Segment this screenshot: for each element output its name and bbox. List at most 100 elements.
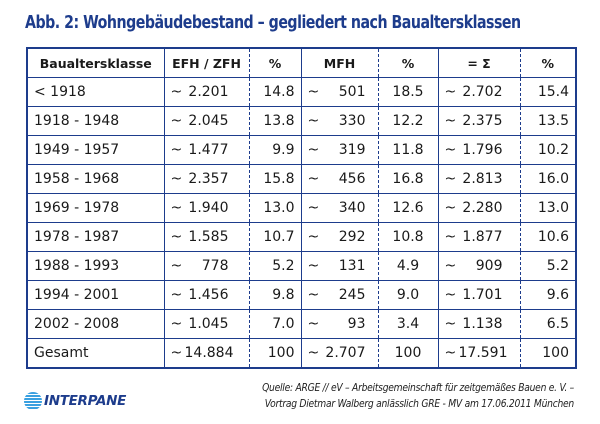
cell-sum-value: 909: [475, 258, 503, 274]
cell-efh-value: 1.585: [188, 229, 229, 245]
approx-symbol: ~: [170, 171, 183, 187]
cell-efh-percent: 9.8: [248, 280, 301, 310]
approx-symbol: ~: [444, 142, 457, 158]
approx-symbol: ~: [170, 200, 183, 216]
cell-baualtersklasse: < 1918: [27, 77, 164, 107]
cell-baualtersklasse: 1949 - 1957: [27, 135, 164, 165]
cell-sum-percent: 5.2: [519, 251, 576, 281]
logo-text: INTERPANE: [44, 393, 127, 409]
building-stock-table: Baualtersklasse EFH / ZFH % MFH % = Σ % …: [26, 47, 577, 369]
approx-symbol: ~: [170, 345, 183, 361]
approx-symbol: ~: [307, 200, 320, 216]
header-baualtersklasse: Baualtersklasse: [27, 47, 164, 78]
header-mfh: MFH: [300, 47, 378, 78]
cell-sum-value: 17.591: [458, 345, 508, 361]
cell-mfh-value: 340: [338, 200, 366, 216]
cell-sum-percent: 13.5: [519, 106, 576, 136]
cell-baualtersklasse: 1918 - 1948: [27, 106, 164, 136]
cell-efh-percent: 5.2: [248, 251, 301, 281]
source-note: Quelle: ARGE // eV – Arbeitsgemeinschaft…: [262, 381, 574, 413]
header-efh-zfh: EFH / ZFH: [163, 47, 249, 78]
cell-sum: ~1.701: [437, 280, 520, 310]
cell-efh: ~2.201: [163, 77, 249, 107]
cell-baualtersklasse: 1978 - 1987: [27, 222, 164, 252]
cell-sum-percent: 10.6: [519, 222, 576, 252]
approx-symbol: ~: [170, 84, 183, 100]
cell-sum-value: 1.138: [462, 316, 503, 332]
cell-mfh: ~245: [300, 280, 378, 310]
cell-efh-value: 2.357: [188, 171, 229, 187]
source-line-2: Vortrag Dietmar Walberg anlässlich GRE -…: [264, 399, 575, 410]
cell-baualtersklasse: Gesamt: [27, 338, 164, 369]
cell-mfh-percent: 12.2: [377, 106, 438, 136]
cell-efh: ~1.477: [163, 135, 249, 165]
cell-sum: ~2.375: [437, 106, 520, 136]
table-row: 1969 - 1978 ~1.940 13.0 ~340 12.6 ~2.280 13.0: [27, 193, 576, 223]
cell-sum: ~1.877: [437, 222, 520, 252]
approx-symbol: ~: [444, 113, 457, 129]
cell-sum: ~909: [437, 251, 520, 281]
cell-efh-value: 2.201: [188, 84, 229, 100]
header-efh-percent: %: [248, 47, 301, 78]
table-row: 1978 - 1987 ~1.585 10.7 ~292 10.8 ~1.877 10.6: [27, 222, 576, 252]
cell-mfh-percent: 16.8: [377, 164, 438, 194]
cell-mfh: ~93: [300, 309, 378, 339]
cell-baualtersklasse: 2002 - 2008: [27, 309, 164, 339]
cell-mfh-percent: 3.4: [377, 309, 438, 339]
header-sum-percent: %: [519, 47, 576, 78]
cell-sum: ~1.138: [437, 309, 520, 339]
cell-mfh: ~501: [300, 77, 378, 107]
cell-baualtersklasse: 1988 - 1993: [27, 251, 164, 281]
cell-sum-value: 1.877: [462, 229, 503, 245]
cell-efh-value: 1.045: [188, 316, 229, 332]
approx-symbol: ~: [307, 258, 320, 274]
approx-symbol: ~: [307, 345, 320, 361]
cell-mfh-percent: 11.8: [377, 135, 438, 165]
table-row: 1994 - 2001 ~1.456 9.8 ~245 9.0 ~1.701 9.6: [27, 280, 576, 310]
cell-mfh-percent: 9.0: [377, 280, 438, 310]
cell-mfh: ~2.707: [300, 338, 378, 369]
cell-efh-value: 778: [201, 258, 229, 274]
cell-efh: ~1.456: [163, 280, 249, 310]
cell-sum-value: 1.796: [462, 142, 503, 158]
cell-sum-value: 2.813: [462, 171, 503, 187]
table-row: 1949 - 1957 ~1.477 9.9 ~319 11.8 ~1.796 10.2: [27, 135, 576, 165]
cell-efh: ~2.045: [163, 106, 249, 136]
interpane-logo: INTERPANE: [24, 392, 126, 410]
interpane-globe-icon: [24, 392, 42, 410]
cell-mfh: ~319: [300, 135, 378, 165]
cell-efh-value: 14.884: [184, 345, 234, 361]
figure-title: Abb. 2: Wohngebäudebestand – gegliedert …: [25, 13, 521, 33]
cell-mfh-percent: 18.5: [377, 77, 438, 107]
cell-mfh-percent: 100: [377, 338, 438, 369]
cell-mfh-percent: 4.9: [377, 251, 438, 281]
approx-symbol: ~: [170, 229, 183, 245]
table-header-row: Baualtersklasse EFH / ZFH % MFH % = Σ %: [27, 47, 576, 78]
cell-mfh-value: 93: [347, 316, 366, 332]
cell-sum-value: 2.280: [462, 200, 503, 216]
table-row: 1988 - 1993 ~778 5.2 ~131 4.9 ~909 5.2: [27, 251, 576, 281]
cell-efh-percent: 100: [248, 338, 301, 369]
approx-symbol: ~: [170, 316, 183, 332]
approx-symbol: ~: [170, 258, 183, 274]
cell-mfh: ~340: [300, 193, 378, 223]
table-row: < 1918 ~2.201 14.8 ~501 18.5 ~2.702 15.4: [27, 77, 576, 107]
approx-symbol: ~: [444, 258, 457, 274]
cell-mfh-percent: 12.6: [377, 193, 438, 223]
cell-efh-percent: 7.0: [248, 309, 301, 339]
cell-mfh-value: 456: [338, 171, 366, 187]
cell-sum-percent: 6.5: [519, 309, 576, 339]
approx-symbol: ~: [307, 316, 320, 332]
cell-sum-value: 2.702: [462, 84, 503, 100]
cell-sum-value: 1.701: [462, 287, 503, 303]
approx-symbol: ~: [444, 84, 457, 100]
approx-symbol: ~: [170, 142, 183, 158]
approx-symbol: ~: [307, 229, 320, 245]
cell-mfh-value: 501: [338, 84, 366, 100]
cell-baualtersklasse: 1969 - 1978: [27, 193, 164, 223]
approx-symbol: ~: [170, 287, 183, 303]
approx-symbol: ~: [170, 113, 183, 129]
cell-efh-percent: 13.0: [248, 193, 301, 223]
approx-symbol: ~: [444, 229, 457, 245]
cell-mfh-value: 2.707: [325, 345, 366, 361]
